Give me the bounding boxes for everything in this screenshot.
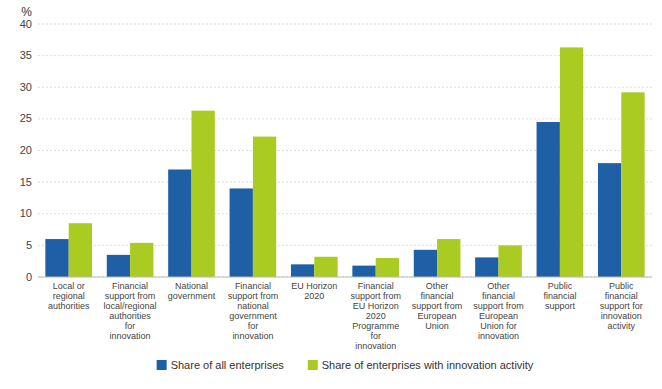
- x-tick-label: Financialsupport fromlocal/regionalautho…: [104, 281, 157, 341]
- y-tick-label: 25: [20, 112, 32, 124]
- bar: [598, 163, 621, 277]
- legend-item: Share of enterprises with innovation act…: [308, 359, 534, 371]
- x-tick-label: Nationalgovernment: [168, 281, 216, 301]
- x-axis-line: [38, 277, 652, 278]
- bar: [192, 111, 215, 277]
- y-tick-label: 5: [26, 239, 32, 251]
- chart-svg: 0 5 10 15 20 25 30 35 40% Local orregionalauthori…: [0, 0, 662, 389]
- x-tick-label: Financialsupport fromEU Horizon2020Progr…: [350, 281, 401, 351]
- bar: [130, 243, 153, 277]
- x-tick-label: Publicfinancialsupport forinnovationacti…: [600, 281, 643, 331]
- bar: [168, 169, 191, 277]
- legend-label: Share of all enterprises: [171, 359, 285, 371]
- bar: [560, 47, 583, 277]
- y-tick-label: 10: [20, 207, 32, 219]
- y-tick-label: 30: [20, 81, 32, 93]
- legend-item: Share of all enterprises: [157, 359, 285, 371]
- bar: [499, 245, 522, 277]
- bar: [537, 122, 560, 277]
- bar: [475, 257, 498, 277]
- grid-line: [38, 277, 652, 278]
- bar: [376, 258, 399, 277]
- x-tick-label: Local orregionalauthorities: [48, 281, 90, 311]
- bar: [352, 266, 375, 277]
- bar: [107, 255, 130, 277]
- chart-container: 0 5 10 15 20 25 30 35 40% Local orregionalauthori…: [0, 0, 662, 389]
- x-tick-label: Financialsupport fromnationalgovernmentf…: [228, 281, 279, 341]
- y-tick-label: 0: [26, 271, 32, 283]
- legend: Share of all enterprises Share of enterpr…: [157, 359, 534, 371]
- bar: [314, 257, 337, 277]
- y-axis-label: %: [21, 5, 32, 19]
- bar: [291, 264, 314, 277]
- legend-label: Share of enterprises with innovation act…: [322, 359, 534, 371]
- y-tick-label: 15: [20, 176, 32, 188]
- legend-swatch: [157, 360, 167, 370]
- bar: [45, 239, 68, 277]
- bar: [230, 188, 253, 277]
- bar: [437, 239, 460, 277]
- bar: [253, 137, 276, 277]
- x-tick-label: EU Horizon2020: [291, 281, 337, 301]
- y-tick-label: 20: [20, 144, 32, 156]
- legend-swatch: [308, 360, 318, 370]
- bar: [69, 223, 92, 277]
- bars: [45, 47, 644, 277]
- bar: [414, 250, 437, 277]
- x-tick-label: Publicfinancialsupport: [543, 281, 576, 311]
- grid-line: [38, 24, 652, 25]
- x-tick-label: Otherfinancialsupport fromEuropeanUnion …: [473, 281, 524, 341]
- y-tick-label: 35: [20, 49, 32, 61]
- x-tick-label: Otherfinancialsupport fromEuropeanUnion: [412, 281, 463, 331]
- y-tick-label: 40: [20, 18, 32, 30]
- bar: [621, 92, 644, 277]
